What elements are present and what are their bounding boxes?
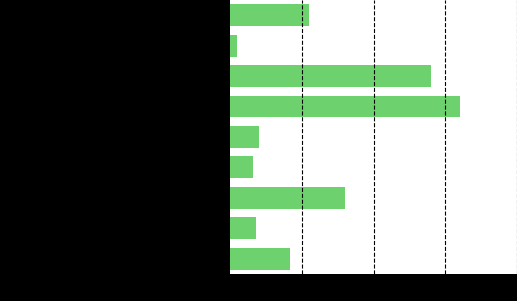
Bar: [230, 248, 291, 270]
Bar: [230, 217, 256, 239]
Bar: [230, 65, 431, 87]
Bar: [230, 35, 237, 57]
Bar: [230, 4, 309, 26]
Bar: [230, 95, 460, 117]
Bar: [230, 126, 259, 148]
Bar: [230, 157, 253, 178]
Bar: [230, 187, 345, 209]
